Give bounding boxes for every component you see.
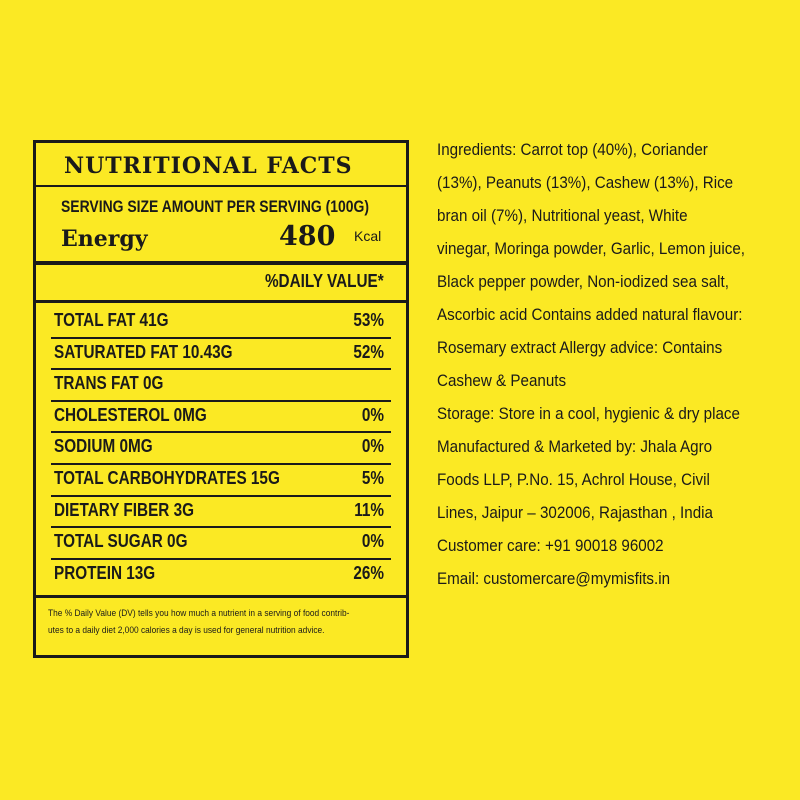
footnote-line: utes to a daily diet 2,000 calories a da… [48,625,325,636]
daily-value: 52% [353,341,384,362]
nutrient-row: SATURATED FAT 10.43G 52% [54,338,384,369]
nutrient-row: SODIUM 0MG 0% [54,432,384,463]
daily-value: 26% [353,562,384,583]
nutrient-row: TOTAL CARBOHYDRATES 15G 5% [54,464,384,495]
divider [36,261,406,265]
info-line: Customer care: +91 90018 96002 [437,537,664,555]
info-line: Lines, Jaipur – 302006, Rajasthan , Indi… [437,504,713,522]
divider [36,185,406,187]
row-divider [51,368,391,371]
energy-label: Energy [61,226,148,252]
info-line: Storage: Store in a cool, hygienic & dry… [437,405,740,423]
nutrient-row: TOTAL FAT 41G 53% [54,306,384,337]
daily-value: 5% [361,468,384,488]
nutrition-box: NUTRITIONAL FACTS SERVING SIZE AMOUNT PE… [33,140,409,658]
nutrient-name: SATURATED FAT 10.43G [54,341,233,362]
nutrient-name: SODIUM 0MG [54,436,153,457]
row-divider [51,526,391,529]
row-divider [51,431,391,434]
info-line: Ascorbic acid Contains added natural fla… [437,306,743,324]
row-divider [51,462,391,465]
info-line: vinegar, Moringa powder, Garlic, Lemon j… [437,240,745,258]
divider [36,595,406,598]
row-divider [51,336,391,339]
info-line: Ingredients: Carrot top (40%), Coriander [437,141,708,159]
row-divider [51,494,391,497]
daily-value: 11% [354,499,384,520]
nutrient-name: TOTAL FAT 41G [54,310,169,330]
energy-unit: Kcal [354,228,382,244]
info-line: Email: customercare@mymisfits.in [437,570,671,588]
nutrient-row: TRANS FAT 0G [54,369,384,400]
nutrient-name: TOTAL SUGAR 0G [54,531,188,552]
daily-value: 0% [361,436,384,457]
info-line: Black pepper powder, Non-iodized sea sal… [437,273,729,291]
footnote-line: The % Daily Value (DV) tells you how muc… [48,608,350,619]
nutrient-row: DIETARY FIBER 3G 11% [54,496,384,527]
info-line: Foods LLP, P.No. 15, Achrol House, Civil [437,471,710,489]
serving-size: SERVING SIZE AMOUNT PER SERVING (100G) [61,197,370,216]
divider [36,300,406,303]
row-divider [51,557,391,560]
daily-value: 0% [361,404,384,425]
nutrient-row: PROTEIN 13G 26% [54,559,384,590]
energy-value: 480 [279,221,336,252]
info-line: Cashew & Peanuts [437,372,567,390]
nutrient-name: TOTAL CARBOHYDRATES 15G [54,468,280,488]
nutrition-title: NUTRITIONAL FACTS [64,153,353,179]
daily-value: 53% [353,310,384,330]
daily-value: 0% [361,531,384,552]
info-line: Rosemary extract Allergy advice: Contain… [437,339,723,357]
nutrient-name: PROTEIN 13G [54,562,156,583]
nutrient-name: CHOLESTEROL 0MG [54,404,207,425]
nutrient-name: TRANS FAT 0G [54,373,164,394]
nutrient-row: TOTAL SUGAR 0G 0% [54,527,384,558]
row-divider [51,399,391,402]
info-line: bran oil (7%), Nutritional yeast, White [437,207,688,225]
info-line: (13%), Peanuts (13%), Cashew (13%), Rice [437,174,734,192]
daily-value-header: %DAILY VALUE* [265,271,384,291]
info-line: Manufactured & Marketed by: Jhala Agro [437,438,713,456]
nutrient-row: CHOLESTEROL 0MG 0% [54,401,384,432]
nutrient-name: DIETARY FIBER 3G [54,499,194,520]
